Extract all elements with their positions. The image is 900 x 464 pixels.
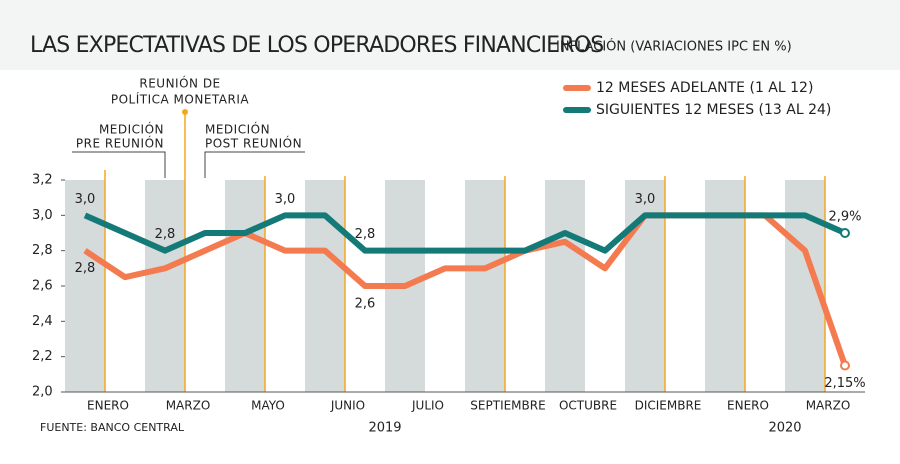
x-tick-label: MARZO [166,399,211,413]
band [105,180,145,392]
end-marker [840,228,850,238]
x-tick-label: ENERO [87,399,129,413]
value-label: 2,6 [355,297,376,312]
y-tick-label: 3,2 [32,173,53,188]
x-tick-label: SEPTIEMBRE [470,399,545,413]
y-tick-label: 2,6 [32,279,53,294]
band [145,180,185,392]
band [585,180,625,392]
y-tick-label: 3,0 [32,208,53,223]
value-label: 2,8 [75,261,96,276]
band [745,180,785,392]
band [265,180,305,392]
legend-label: 12 MESES ADELANTE (1 AL 12) [596,80,813,96]
x-tick-label: DICIEMBRE [635,399,702,413]
value-label: 2,9% [828,210,861,225]
band [425,180,465,392]
band [225,180,265,392]
y-tick-label: 2,4 [32,314,53,329]
meeting-lines [104,112,826,392]
pointer [72,151,166,178]
annotation: REUNIÓN DE [139,76,220,91]
band [305,180,345,392]
value-label: 3,0 [635,192,656,207]
value-label: 3,0 [75,192,96,207]
legend-label: SIGUIENTES 12 MESES (13 AL 24) [596,102,831,118]
end-marker [840,360,850,371]
band [465,180,505,392]
pointer [204,151,305,178]
band [65,180,105,392]
band [545,180,585,392]
annotation: MEDICIÓN [205,122,270,137]
header-bg [0,0,900,70]
annotation: POST REUNIÓN [205,136,302,151]
series-line [83,212,847,254]
band [505,180,545,392]
chart-title: LAS EXPECTATIVAS DE LOS OPERADORES FINAN… [30,33,603,58]
year-label: 2019 [368,421,401,436]
y-tick-label: 2,8 [32,243,53,258]
band [705,180,745,392]
x-tick-label: JULIO [411,399,444,413]
band [185,180,225,392]
year-label: 2020 [768,421,801,436]
annotation: MEDICIÓN [99,122,164,137]
value-label: 2,15% [824,376,865,391]
x-tick-label: MAYO [251,399,285,413]
x-tick-label: ENERO [727,399,769,413]
chart-subtitle: INFLACIÓN (VARIACIONES IPC EN %) [556,39,792,55]
x-tick-label: JUNIO [330,399,365,413]
y-tick-label: 2,2 [32,349,53,364]
value-label: 3,0 [275,192,296,207]
x-tick-label: MARZO [806,399,851,413]
y-tick-label: 2,0 [32,385,53,400]
annotation: PRE REUNIÓN [76,136,164,151]
value-label: 2,8 [155,227,176,242]
band [665,180,705,392]
meeting-dot [182,109,188,115]
source: FUENTE: BANCO CENTRAL [40,421,185,434]
band [625,180,665,392]
annotation: POLÍTICA MONETARIA [111,92,250,107]
x-tick-label: OCTUBRE [559,399,617,413]
bands [65,180,865,392]
value-label: 2,8 [355,227,376,242]
